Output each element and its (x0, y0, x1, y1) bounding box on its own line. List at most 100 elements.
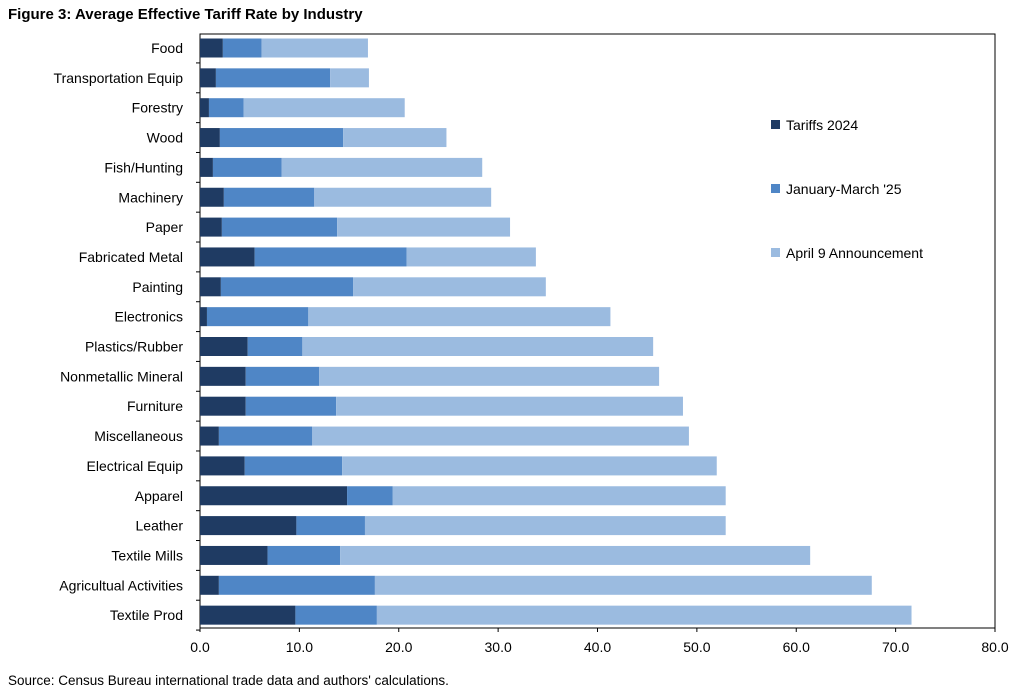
bar-segment-3-3 (243, 98, 405, 118)
x-tick-label: 80.0 (981, 639, 1008, 655)
x-tick-label: 0.0 (190, 639, 210, 655)
category-label: Apparel (135, 488, 183, 504)
bar-segment-1-8 (200, 247, 255, 267)
category-label: Transportation Equip (54, 70, 184, 86)
bar-segment-2-15 (244, 456, 343, 476)
x-tick-label: 50.0 (683, 639, 710, 655)
bar-segment-2-5 (212, 157, 282, 177)
bar-segment-3-14 (312, 426, 689, 446)
bar-segment-3-18 (340, 545, 811, 565)
bar-segment-1-12 (200, 366, 246, 386)
bar-segment-1-4 (200, 128, 220, 148)
category-label: Textile Mills (111, 547, 183, 563)
bar-segment-1-19 (200, 575, 219, 595)
bar-segment-1-2 (200, 68, 216, 88)
x-axis-ticks: 0.0 10.0 20.0 30.0 40.0 50.0 60.0 70.0 80.0 (190, 628, 1009, 655)
bar-segment-1-5 (200, 157, 213, 177)
bar-segment-2-9 (220, 277, 354, 297)
bar-segment-2-19 (218, 575, 375, 595)
bar-segment-2-20 (295, 605, 377, 625)
bar-segment-3-7 (337, 217, 511, 237)
category-label: Forestry (132, 100, 183, 116)
bar-segment-2-4 (219, 128, 344, 148)
x-tick-label: 70.0 (882, 639, 909, 655)
bar-segment-1-15 (200, 456, 245, 476)
category-label: Furniture (127, 398, 183, 414)
bar-segment-1-17 (200, 516, 297, 536)
category-label: Nonmetallic Mineral (60, 368, 183, 384)
bar-segment-3-4 (343, 128, 447, 148)
bar-segment-3-16 (392, 486, 726, 506)
legend-label-1: Tariffs 2024 (786, 117, 858, 133)
x-tick-label: 10.0 (286, 639, 313, 655)
category-label: Machinery (118, 189, 183, 205)
bar-segment-2-16 (347, 486, 393, 506)
bar-segment-2-11 (247, 337, 303, 356)
bar-segment-2-7 (221, 217, 338, 237)
bar-segment-2-12 (245, 366, 320, 386)
bar-segment-1-3 (200, 98, 209, 118)
bar-segment-3-15 (342, 456, 717, 476)
bar-segment-1-1 (200, 38, 223, 58)
chart-title: Figure 3: Average Effective Tariff Rate … (8, 6, 363, 23)
bar-segment-1-9 (200, 277, 221, 297)
bar-segment-3-10 (308, 307, 611, 327)
plot-area (199, 33, 996, 629)
bar-segment-3-6 (314, 187, 492, 207)
bar-segment-1-10 (200, 307, 207, 327)
bar-segment-1-20 (200, 605, 296, 625)
bar-segment-2-13 (245, 396, 337, 416)
legend-label-3: April 9 Announcement (786, 245, 923, 261)
category-label: Fish/Hunting (104, 159, 183, 175)
x-tick-label: 20.0 (385, 639, 412, 655)
bar-segment-2-10 (206, 307, 309, 327)
category-label: Wood (147, 130, 183, 146)
category-label: Fabricated Metal (79, 249, 183, 265)
bar-segment-3-12 (319, 366, 660, 386)
x-tick-label: 30.0 (485, 639, 512, 655)
bar-segment-3-5 (281, 157, 483, 177)
category-label: Agricultual Activities (59, 577, 183, 593)
legend-swatch-2 (771, 184, 780, 193)
legend-swatch-3 (771, 248, 780, 257)
bar-segment-2-2 (215, 68, 331, 88)
bar-segment-1-6 (200, 187, 224, 207)
bar-segment-1-14 (200, 426, 219, 446)
bar-segment-2-6 (223, 187, 315, 207)
plot-frame (199, 33, 996, 629)
bar-segment-3-2 (330, 68, 369, 88)
bar-segment-3-20 (376, 605, 912, 625)
bar-segment-3-9 (353, 277, 546, 297)
category-label: Plastics/Rubber (85, 339, 183, 355)
legend: Tariffs 2024 January-March '25 April 9 Ann… (771, 117, 923, 261)
bar-segment-1-16 (200, 486, 348, 506)
bar-segment-3-8 (406, 247, 536, 267)
bar-segment-1-13 (200, 396, 246, 416)
bar-segment-3-17 (364, 516, 726, 536)
bar-segment-1-18 (200, 545, 268, 565)
bar-segment-3-19 (374, 575, 872, 595)
bar-segment-3-1 (261, 38, 368, 58)
x-tick-label: 60.0 (783, 639, 810, 655)
category-label: Electronics (115, 309, 183, 325)
bar-segment-1-11 (200, 337, 248, 356)
bar-segment-2-18 (267, 545, 341, 565)
bar-segment-2-14 (218, 426, 313, 446)
category-label: Food (151, 40, 183, 56)
legend-swatch-1 (771, 120, 780, 129)
bar-chart: Food Transportation Equip Forestry Wood Fish… (54, 33, 1009, 655)
bar-segment-2-17 (296, 516, 365, 536)
category-labels: Food Transportation Equip Forestry Wood Fish… (54, 40, 200, 631)
bar-segment-3-11 (302, 337, 654, 356)
category-label: Miscellaneous (94, 428, 183, 444)
bar-segment-3-13 (336, 396, 683, 416)
category-label: Paper (146, 219, 184, 235)
category-label: Painting (132, 279, 183, 295)
category-label: Textile Prod (110, 607, 183, 623)
bar-segment-1-7 (200, 217, 222, 237)
bar-segment-2-1 (222, 38, 262, 58)
x-tick-label: 40.0 (584, 639, 611, 655)
legend-label-2: January-March '25 (786, 181, 902, 197)
category-label: Electrical Equip (87, 458, 184, 474)
source-note: Source: Census Bureau international trad… (8, 673, 449, 688)
